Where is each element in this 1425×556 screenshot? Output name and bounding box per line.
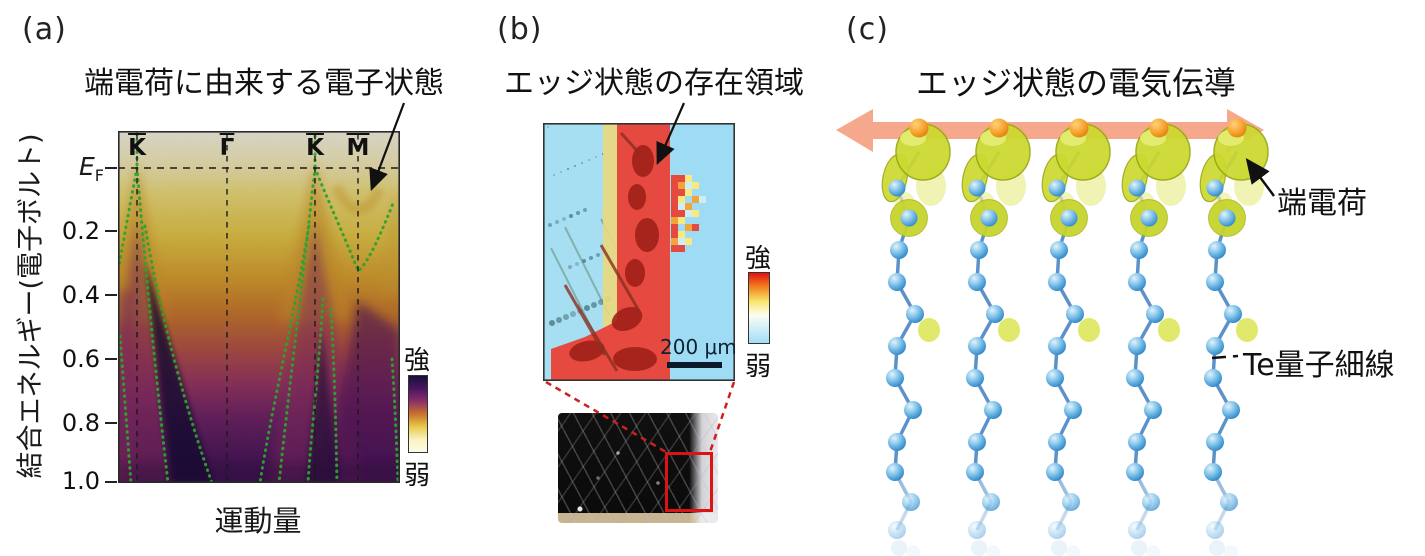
map-pixel-mosaic (671, 175, 706, 252)
ytick-mark (105, 294, 117, 296)
panel-c-title: エッジ状態の電気伝導 (916, 64, 1237, 102)
map-red-scratches (563, 131, 641, 372)
scale-bar-text: 200 μm (660, 335, 737, 359)
colorbar-a-strong-label: 強 (403, 346, 430, 376)
crystal-structure-rendering (836, 109, 1425, 556)
x-axis-title: 運動量 (214, 504, 302, 538)
ytick-0-2: 0.2 (61, 217, 100, 245)
te-chain-4 (1118, 119, 1190, 556)
green-dotted-bands (118, 132, 400, 483)
arpes-heatmap (118, 131, 400, 483)
te-chain-5 (1196, 119, 1268, 556)
symmetry-label-m: M (346, 135, 370, 161)
colorbar-b-weak-label: 弱 (744, 352, 771, 382)
ytick-mark (105, 481, 117, 483)
ytick-mark (105, 358, 117, 360)
colorbar-a (408, 375, 428, 453)
edge-charge-label: 端電荷 (1277, 186, 1367, 221)
panel-c-tag: (c) (846, 12, 889, 47)
arpes-noise-texture (118, 131, 400, 483)
colorbar-b-strong-label: 強 (744, 244, 771, 274)
panel-a-annotation: 端電荷に由来する電子状態 (84, 66, 444, 101)
fermi-level-label: EF (79, 152, 104, 185)
edge-state-map (543, 123, 735, 381)
te-chain-2 (958, 119, 1030, 556)
ytick-mark (105, 167, 117, 169)
ytick-0-6: 0.6 (61, 345, 100, 373)
colorbar-b (748, 272, 770, 344)
map-dark-red-blotches (569, 145, 659, 371)
ytick-0-4: 0.4 (61, 281, 100, 309)
ytick-1-0: 1.0 (61, 467, 100, 495)
brillouin-zone-dashed-lines (118, 134, 400, 481)
photo-region-marker (665, 452, 713, 512)
colorbar-a-weak-label: 弱 (403, 461, 430, 491)
panel-b-tag: (b) (497, 12, 543, 47)
symmetry-label-k1: K (128, 135, 146, 161)
symmetry-label-k2: K (306, 135, 324, 161)
te-chain-1 (878, 119, 950, 556)
symmetry-label-gamma: Γ (219, 135, 235, 161)
te-chain-3 (1038, 119, 1110, 556)
te-wire-label: Te量子細線 (1243, 348, 1395, 383)
panel-b-title: エッジ状態の存在領域 (504, 66, 804, 101)
panel-a-tag: (a) (22, 12, 67, 47)
plot-border (118, 131, 400, 483)
scale-bar (667, 362, 722, 368)
ytick-0-8: 0.8 (61, 409, 100, 437)
ytick-mark (105, 422, 117, 424)
y-axis-title: 結合エネルギー(電子ボルト) (15, 133, 47, 479)
ytick-mark (105, 230, 117, 232)
